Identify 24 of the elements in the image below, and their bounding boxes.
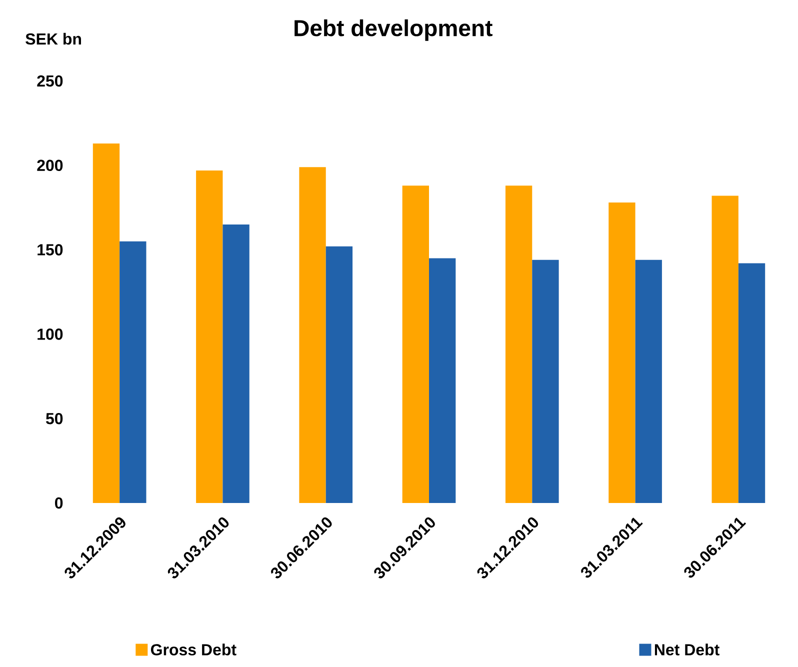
y-tick-label: 0 — [55, 497, 63, 509]
bar — [402, 186, 429, 503]
y-tick-label: 100 — [38, 328, 63, 340]
bar — [196, 170, 223, 503]
bar — [712, 196, 738, 503]
bar — [92, 143, 120, 503]
y-tick-label: 50 — [46, 412, 63, 424]
y-axis-title: SEK bn — [26, 32, 81, 45]
bar — [738, 263, 766, 503]
bar — [299, 167, 326, 503]
bar — [532, 260, 559, 503]
bar — [608, 202, 636, 503]
y-tick-label: 250 — [37, 75, 63, 87]
bar — [635, 260, 662, 503]
bar — [429, 258, 456, 503]
legend-label: Gross Debt — [150, 644, 236, 656]
legend-label: Net Debt — [654, 644, 720, 656]
bar — [505, 186, 532, 503]
bar — [222, 224, 250, 503]
bar — [120, 241, 146, 503]
y-tick-label: 200 — [37, 160, 63, 172]
y-tick-label: 150 — [38, 244, 63, 256]
chart-title: Debt development — [294, 19, 492, 41]
bar — [326, 246, 353, 503]
